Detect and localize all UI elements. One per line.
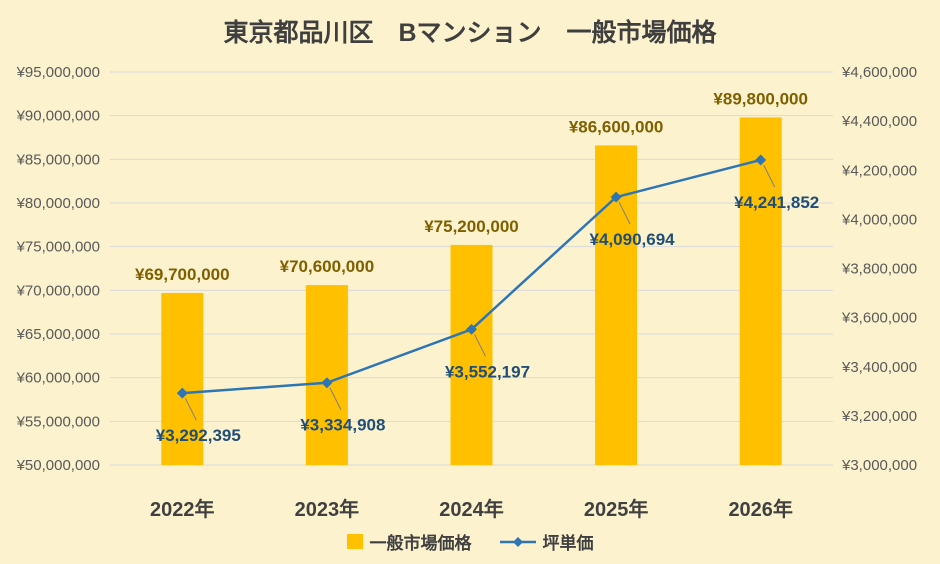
bar-data-label: ¥89,800,000 — [713, 89, 808, 108]
right-axis-tick-label: ¥4,000,000 — [841, 211, 917, 228]
bar — [450, 244, 493, 465]
left-axis-tick-label: ¥85,000,000 — [16, 151, 100, 168]
bar-data-label: ¥69,700,000 — [135, 265, 230, 284]
legend: 一般市場価格 坪単価 — [0, 529, 940, 554]
label-leader-line — [474, 334, 486, 357]
bar-data-label: ¥86,600,000 — [569, 117, 664, 136]
right-axis-tick-label: ¥3,400,000 — [841, 359, 917, 376]
line-data-label: ¥3,334,908 — [300, 416, 385, 435]
right-axis-tick-label: ¥4,400,000 — [841, 113, 917, 130]
line-data-label: ¥3,552,197 — [445, 362, 530, 381]
right-axis-tick-label: ¥3,000,000 — [841, 457, 917, 474]
left-axis-tick-label: ¥95,000,000 — [16, 64, 100, 81]
label-leader-line — [329, 387, 342, 410]
legend-label-market-price: 一般市場価格 — [369, 534, 472, 553]
left-axis-tick-label: ¥70,000,000 — [16, 282, 100, 299]
x-axis-category-label: 2024年 — [439, 497, 504, 521]
bar-data-label: ¥70,600,000 — [280, 257, 375, 276]
left-axis-tick-label: ¥80,000,000 — [16, 195, 100, 212]
right-axis-tick-label: ¥3,800,000 — [841, 261, 917, 278]
line-marker-icon — [466, 323, 477, 335]
x-axis-category-label: 2023年 — [295, 497, 360, 521]
bar — [161, 292, 204, 465]
label-leader-line — [184, 397, 197, 421]
left-axis-tick-label: ¥65,000,000 — [16, 326, 100, 343]
right-axis-tick-label: ¥3,200,000 — [841, 408, 917, 425]
line-data-label: ¥4,241,852 — [734, 193, 819, 212]
legend-item-market-price: 一般市場価格 — [346, 529, 472, 554]
right-axis-tick-label: ¥3,600,000 — [841, 310, 917, 327]
legend-label-unit-price: 坪単価 — [542, 534, 594, 553]
line-data-label: ¥4,090,694 — [590, 230, 676, 249]
right-axis-tick-label: ¥4,600,000 — [841, 64, 917, 81]
line-marker-icon — [755, 154, 767, 166]
line-marker-icon — [321, 377, 333, 389]
line-marker-icon — [176, 387, 188, 399]
x-axis-category-label: 2022年 — [150, 497, 215, 521]
left-axis-tick-label: ¥55,000,000 — [16, 413, 100, 430]
legend-item-unit-price: 坪単価 — [499, 529, 594, 554]
line-data-label: ¥3,292,395 — [156, 426, 241, 445]
line-marker-icon — [610, 191, 622, 203]
left-axis-tick-label: ¥90,000,000 — [16, 108, 100, 125]
left-axis-tick-label: ¥60,000,000 — [16, 370, 100, 387]
label-leader-line — [763, 164, 776, 188]
bar-swatch-icon — [346, 534, 363, 549]
bar — [305, 285, 348, 465]
label-leader-line — [618, 201, 631, 225]
bar-data-label: ¥75,200,000 — [424, 217, 519, 236]
x-axis-category-label: 2025年 — [584, 497, 649, 521]
bar — [739, 117, 782, 465]
right-axis-tick-label: ¥4,200,000 — [841, 162, 917, 179]
left-axis-tick-label: ¥50,000,000 — [16, 457, 100, 474]
left-axis-tick-label: ¥75,000,000 — [16, 239, 100, 256]
x-axis-category-label: 2026年 — [728, 497, 793, 521]
chart-title: 東京都品川区 Bマンション 一般市場価格 — [223, 19, 717, 47]
line-swatch-icon — [499, 536, 536, 547]
line-swatch-marker-icon — [512, 536, 523, 547]
